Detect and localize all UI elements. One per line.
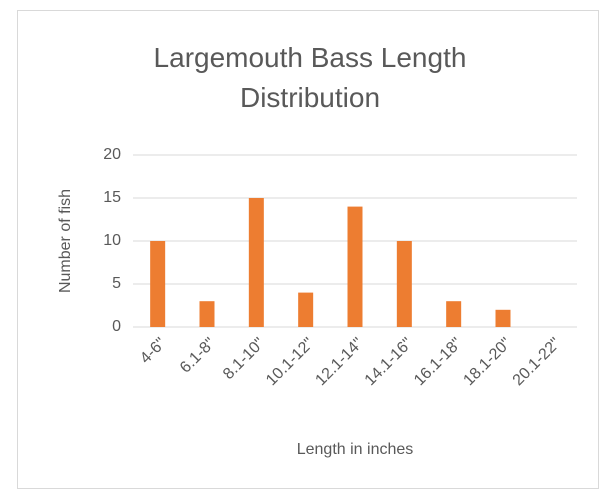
bar: [150, 241, 166, 327]
y-tick-label: 5: [112, 275, 121, 292]
bar: [446, 301, 462, 327]
bar: [495, 309, 511, 327]
bar: [298, 292, 314, 327]
bar: [347, 206, 363, 327]
y-tick-label: 10: [103, 232, 121, 249]
bar: [199, 301, 215, 327]
chart-title: Largemouth Bass Length Distribution: [153, 42, 467, 113]
bar: [248, 198, 264, 327]
y-tick-label: 0: [112, 318, 121, 335]
y-tick-label: 20: [103, 146, 121, 163]
chart-frame: [17, 10, 599, 489]
x-axis-title: Length in inches: [297, 441, 414, 458]
bar: [396, 241, 412, 327]
y-tick-label: 15: [103, 189, 121, 206]
y-axis-title: Number of fish: [57, 189, 74, 293]
